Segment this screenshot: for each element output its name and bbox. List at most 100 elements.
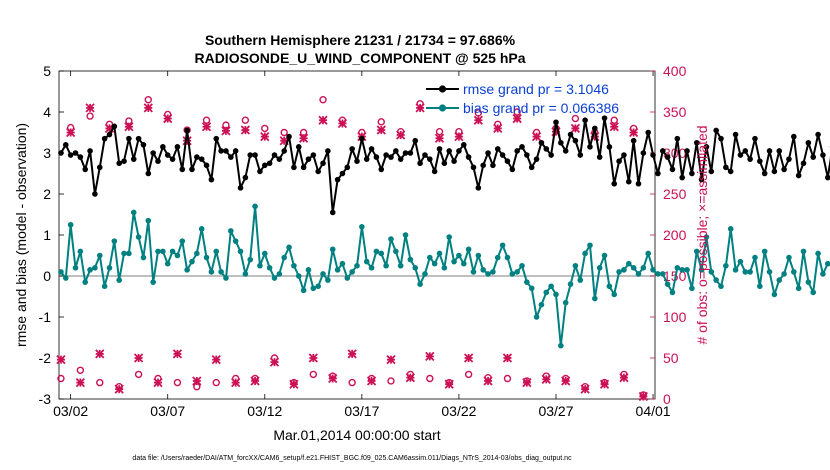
rmse-point [509, 166, 516, 173]
rmse-point [77, 154, 84, 160]
bias-point [718, 283, 724, 290]
rmse-point [742, 148, 749, 154]
rmse-point [747, 156, 753, 162]
bias-point [761, 248, 768, 255]
rmse-point [228, 154, 234, 160]
bias-point [805, 279, 812, 285]
bias-point [218, 269, 224, 275]
rmse-point [67, 152, 74, 158]
rmse-point [291, 164, 297, 171]
rmse-point [116, 160, 122, 167]
rmse-point [286, 133, 292, 140]
obs-assimilated-point [415, 103, 425, 113]
rmse-point [242, 174, 249, 181]
rmse-point [795, 172, 802, 179]
rmse-point [329, 209, 336, 216]
obs-possible-point [464, 370, 473, 379]
rmse-point [475, 185, 482, 191]
obs-possible-point [280, 128, 288, 137]
rmse-point [266, 160, 273, 167]
rmse-point [606, 144, 613, 150]
rmse-point [101, 135, 108, 142]
rmse-point [630, 137, 637, 144]
bias-point [412, 265, 419, 271]
bias-point [232, 238, 239, 244]
bias-point [126, 250, 132, 257]
obs-assimilated-point [221, 126, 231, 136]
obs-possible-point [319, 95, 327, 104]
rmse-point [203, 162, 210, 169]
rmse-point [427, 156, 433, 162]
x-tick-label: 03/17 [344, 403, 379, 419]
rmse-point [625, 178, 632, 185]
bias-point [184, 267, 190, 273]
obs-possible-point [387, 377, 395, 385]
bias-point [92, 265, 98, 271]
rmse-point [533, 156, 540, 162]
bias-point [587, 242, 593, 249]
rmse-point [383, 152, 389, 158]
rmse-point [650, 152, 656, 158]
y-tick-label-left: 0 [43, 268, 51, 284]
rmse-point [247, 152, 254, 158]
x-tick-label: 03/22 [441, 403, 476, 419]
rmse-point [562, 148, 569, 154]
bias-point [252, 203, 258, 210]
rmse-point [373, 154, 380, 160]
rmse-point [281, 148, 287, 154]
bias-point [359, 224, 365, 230]
bias-point [727, 226, 734, 232]
x-axis-label: Mar.01,2014 00:00:00 start [273, 427, 440, 443]
rmse-point [441, 160, 448, 167]
rmse-point [456, 148, 462, 154]
rmse-point [810, 154, 817, 160]
bias-point [625, 260, 632, 267]
rmse-point [577, 152, 584, 158]
rmse-point [354, 158, 360, 164]
rmse-point [791, 133, 797, 140]
rmse-point [62, 142, 69, 148]
rmse-point [703, 144, 710, 150]
rmse-point [528, 164, 535, 171]
bias-point [509, 271, 516, 277]
bias-point [689, 285, 695, 292]
bias-point [116, 277, 122, 283]
bias-point [281, 254, 287, 261]
rmse-point [480, 162, 486, 169]
y-tick-label-right: 0 [663, 391, 671, 407]
bias-point [87, 267, 93, 273]
bias-point [499, 242, 506, 249]
obs-possible-point [309, 370, 318, 379]
obs-assimilated-point [609, 122, 619, 132]
bias-point [494, 254, 501, 261]
rmse-point [310, 152, 317, 158]
obs-assimilated-point [366, 376, 377, 386]
obs-assimilated-point [561, 376, 571, 386]
rmse-point [320, 160, 326, 167]
rmse-point [494, 146, 501, 152]
obs-assimilated-point [269, 357, 280, 367]
rmse-point [198, 156, 205, 162]
bias-point [723, 262, 729, 269]
rmse-point [58, 150, 64, 156]
obs-assimilated-point [405, 373, 416, 383]
rmse-point [412, 137, 419, 144]
rmse-point [378, 166, 385, 173]
obs-assimilated-point [502, 353, 513, 363]
rmse-point [524, 152, 530, 158]
obs-assimilated-point [376, 125, 386, 135]
bias-point [698, 267, 705, 273]
obs-assimilated-point [347, 349, 357, 359]
obs-assimilated-point [638, 391, 648, 402]
rmse-point [815, 131, 821, 138]
bias-point [664, 281, 671, 288]
rmse-point [349, 146, 355, 152]
rmse-point [684, 148, 690, 154]
rmse-point [363, 156, 370, 162]
bias-point [436, 250, 443, 257]
rmse-point [184, 127, 190, 134]
bias-point [616, 269, 622, 275]
rmse-point [679, 174, 685, 181]
rmse-point [543, 146, 550, 152]
obs-assimilated-point [619, 373, 629, 383]
